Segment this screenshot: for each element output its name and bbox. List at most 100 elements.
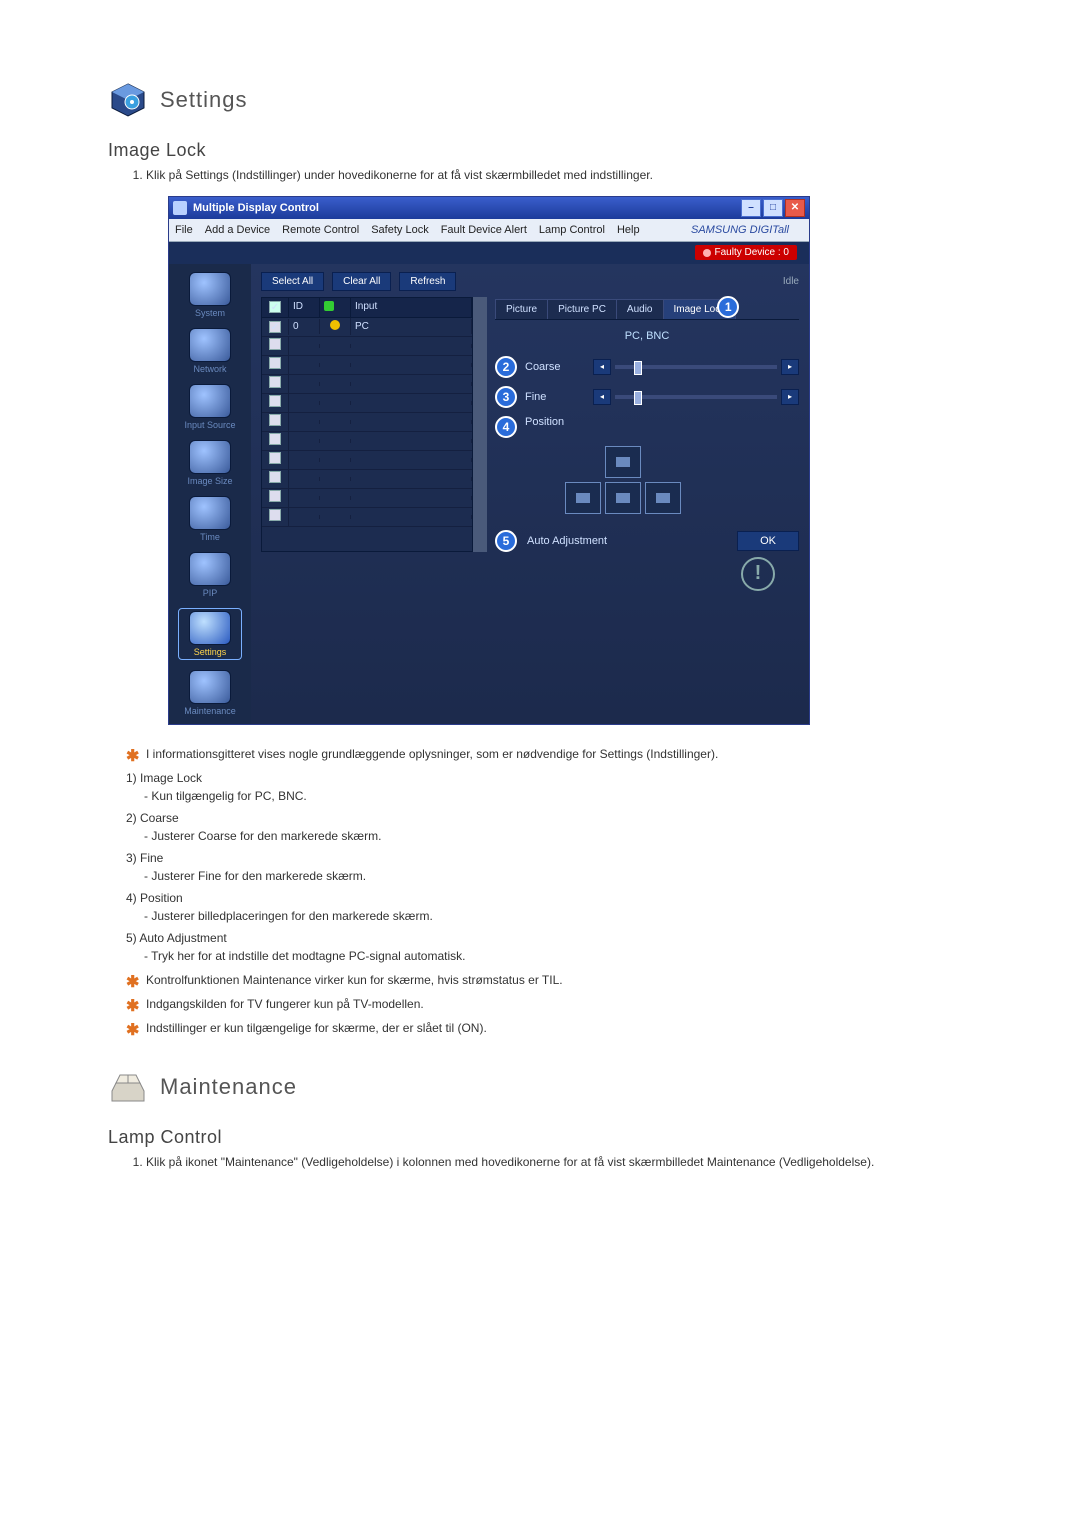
faulty-device-badge[interactable]: Faulty Device : 0 bbox=[695, 245, 797, 260]
grid-row[interactable] bbox=[262, 489, 472, 508]
menu-file[interactable]: File bbox=[175, 224, 193, 236]
maintenance-icon bbox=[189, 670, 231, 704]
image-size-icon bbox=[189, 440, 231, 474]
close-button[interactable]: ✕ bbox=[785, 199, 805, 217]
grid-row[interactable] bbox=[262, 356, 472, 375]
coarse-decrease-button[interactable]: ◂ bbox=[593, 359, 611, 375]
maintenance-instructions: Klik på ikonet "Maintenance" (Vedligehol… bbox=[126, 1154, 1020, 1171]
ok-button[interactable]: OK bbox=[737, 531, 799, 551]
app-window: Multiple Display Control – □ ✕ File Add … bbox=[168, 196, 810, 725]
grid-header-status bbox=[320, 298, 351, 317]
settings-instructions: Klik på Settings (Indstillinger) under h… bbox=[126, 167, 1020, 184]
sidebar-item-pip[interactable]: PIP bbox=[179, 552, 241, 598]
watermark: ! bbox=[261, 552, 799, 596]
window-title: Multiple Display Control bbox=[193, 202, 319, 214]
menu-add-device[interactable]: Add a Device bbox=[205, 224, 270, 236]
titlebar: Multiple Display Control – □ ✕ bbox=[169, 197, 809, 219]
network-icon bbox=[189, 328, 231, 362]
callout-1: 1 bbox=[717, 296, 739, 318]
tab-image-lock[interactable]: Image Lock 1 bbox=[663, 299, 737, 319]
grid-scrollbar[interactable] bbox=[473, 297, 487, 552]
tab-picture-pc[interactable]: Picture PC bbox=[547, 299, 617, 319]
idle-label: Idle bbox=[783, 276, 799, 287]
grid-row[interactable] bbox=[262, 508, 472, 527]
fine-decrease-button[interactable]: ◂ bbox=[593, 389, 611, 405]
tab-picture[interactable]: Picture bbox=[495, 299, 548, 319]
lamp-control-heading: Lamp Control bbox=[108, 1127, 1020, 1148]
fine-label: Fine bbox=[525, 391, 585, 403]
sidebar-item-maintenance[interactable]: Maintenance bbox=[179, 670, 241, 716]
grid-row[interactable] bbox=[262, 432, 472, 451]
grid-row[interactable] bbox=[262, 470, 472, 489]
position-label: Position bbox=[525, 416, 585, 428]
time-icon bbox=[189, 496, 231, 530]
grid-row[interactable] bbox=[262, 451, 472, 470]
settings-heading: Settings bbox=[108, 80, 1020, 120]
image-lock-heading: Image Lock bbox=[108, 140, 1020, 161]
clear-all-button[interactable]: Clear All bbox=[332, 272, 391, 291]
menu-remote-control[interactable]: Remote Control bbox=[282, 224, 359, 236]
sidebar-item-image-size[interactable]: Image Size bbox=[179, 440, 241, 486]
coarse-slider[interactable]: ◂ ▸ bbox=[593, 359, 799, 375]
select-all-button[interactable]: Select All bbox=[261, 272, 324, 291]
grid-row[interactable] bbox=[262, 394, 472, 413]
coarse-increase-button[interactable]: ▸ bbox=[781, 359, 799, 375]
position-down-button[interactable] bbox=[605, 482, 641, 514]
sidebar-item-time[interactable]: Time bbox=[179, 496, 241, 542]
position-up-button[interactable] bbox=[605, 446, 641, 478]
minimize-button[interactable]: – bbox=[741, 199, 761, 217]
menubar: File Add a Device Remote Control Safety … bbox=[169, 219, 809, 242]
grid-row[interactable] bbox=[262, 375, 472, 394]
star-note: ✱ Indstillinger er kun tilgængelige for … bbox=[126, 1019, 1020, 1037]
sidebar-item-input-source[interactable]: Input Source bbox=[179, 384, 241, 430]
star-icon: ✱ bbox=[126, 745, 139, 769]
exclamation-icon: ! bbox=[741, 557, 775, 591]
system-icon bbox=[189, 272, 231, 306]
tab-audio[interactable]: Audio bbox=[616, 299, 664, 319]
grid-row[interactable] bbox=[262, 337, 472, 356]
screenshot-container: Multiple Display Control – □ ✕ File Add … bbox=[168, 196, 1020, 725]
fine-increase-button[interactable]: ▸ bbox=[781, 389, 799, 405]
auto-adjust-label: Auto Adjustment bbox=[527, 535, 607, 547]
star-icon: ✱ bbox=[126, 995, 139, 1019]
tab-bar: Picture Picture PC Audio Image Lock 1 bbox=[495, 297, 799, 320]
instruction-item: Klik på ikonet "Maintenance" (Vedligehol… bbox=[146, 1154, 1020, 1171]
refresh-button[interactable]: Refresh bbox=[399, 272, 456, 291]
settings-icon bbox=[189, 611, 231, 645]
star-icon: ✱ bbox=[126, 1019, 139, 1043]
star-note: ✱ Kontrolfunktionen Maintenance virker k… bbox=[126, 971, 1020, 989]
faulty-dot-icon bbox=[703, 249, 711, 257]
menu-lamp-control[interactable]: Lamp Control bbox=[539, 224, 605, 236]
menu-help[interactable]: Help bbox=[617, 224, 640, 236]
sidebar-item-system[interactable]: System bbox=[179, 272, 241, 318]
grid-row[interactable] bbox=[262, 413, 472, 432]
position-left-button[interactable] bbox=[565, 482, 601, 514]
grid-header-input: Input bbox=[351, 298, 472, 317]
grid-row[interactable]: ✓ 0 PC bbox=[262, 318, 472, 337]
sidebar-item-settings[interactable]: Settings bbox=[178, 608, 242, 660]
settings-panel: Picture Picture PC Audio Image Lock 1 PC… bbox=[495, 297, 799, 552]
brand-text: SAMSUNG DIGITall bbox=[691, 224, 789, 236]
callout-2: 2 bbox=[495, 356, 517, 378]
list-item-1: 1) Image Lock - Kun tilgængelig for PC, … bbox=[126, 769, 1020, 805]
grid-header-check[interactable]: ✓ bbox=[262, 298, 289, 317]
sidebar-item-network[interactable]: Network bbox=[179, 328, 241, 374]
list-item-4: 4) Position - Justerer billedplaceringen… bbox=[126, 889, 1020, 925]
app-icon bbox=[173, 201, 187, 215]
faulty-text: Faulty Device : 0 bbox=[715, 247, 789, 258]
position-right-button[interactable] bbox=[645, 482, 681, 514]
callout-3: 3 bbox=[495, 386, 517, 408]
main-panel: Select All Clear All Refresh Idle ✓ ID bbox=[251, 264, 809, 724]
grid-header-id: ID bbox=[289, 298, 320, 317]
star-note: ✱ Indgangskilden for TV fungerer kun på … bbox=[126, 995, 1020, 1013]
menu-safety-lock[interactable]: Safety Lock bbox=[371, 224, 428, 236]
list-item-3: 3) Fine - Justerer Fine for den markered… bbox=[126, 849, 1020, 885]
input-source-icon bbox=[189, 384, 231, 418]
instruction-item: Klik på Settings (Indstillinger) under h… bbox=[146, 167, 1020, 184]
position-grid bbox=[565, 446, 799, 512]
settings-cube-icon bbox=[108, 80, 148, 120]
pip-icon bbox=[189, 552, 231, 586]
fine-slider[interactable]: ◂ ▸ bbox=[593, 389, 799, 405]
maximize-button[interactable]: □ bbox=[763, 199, 783, 217]
menu-fault-alert[interactable]: Fault Device Alert bbox=[441, 224, 527, 236]
